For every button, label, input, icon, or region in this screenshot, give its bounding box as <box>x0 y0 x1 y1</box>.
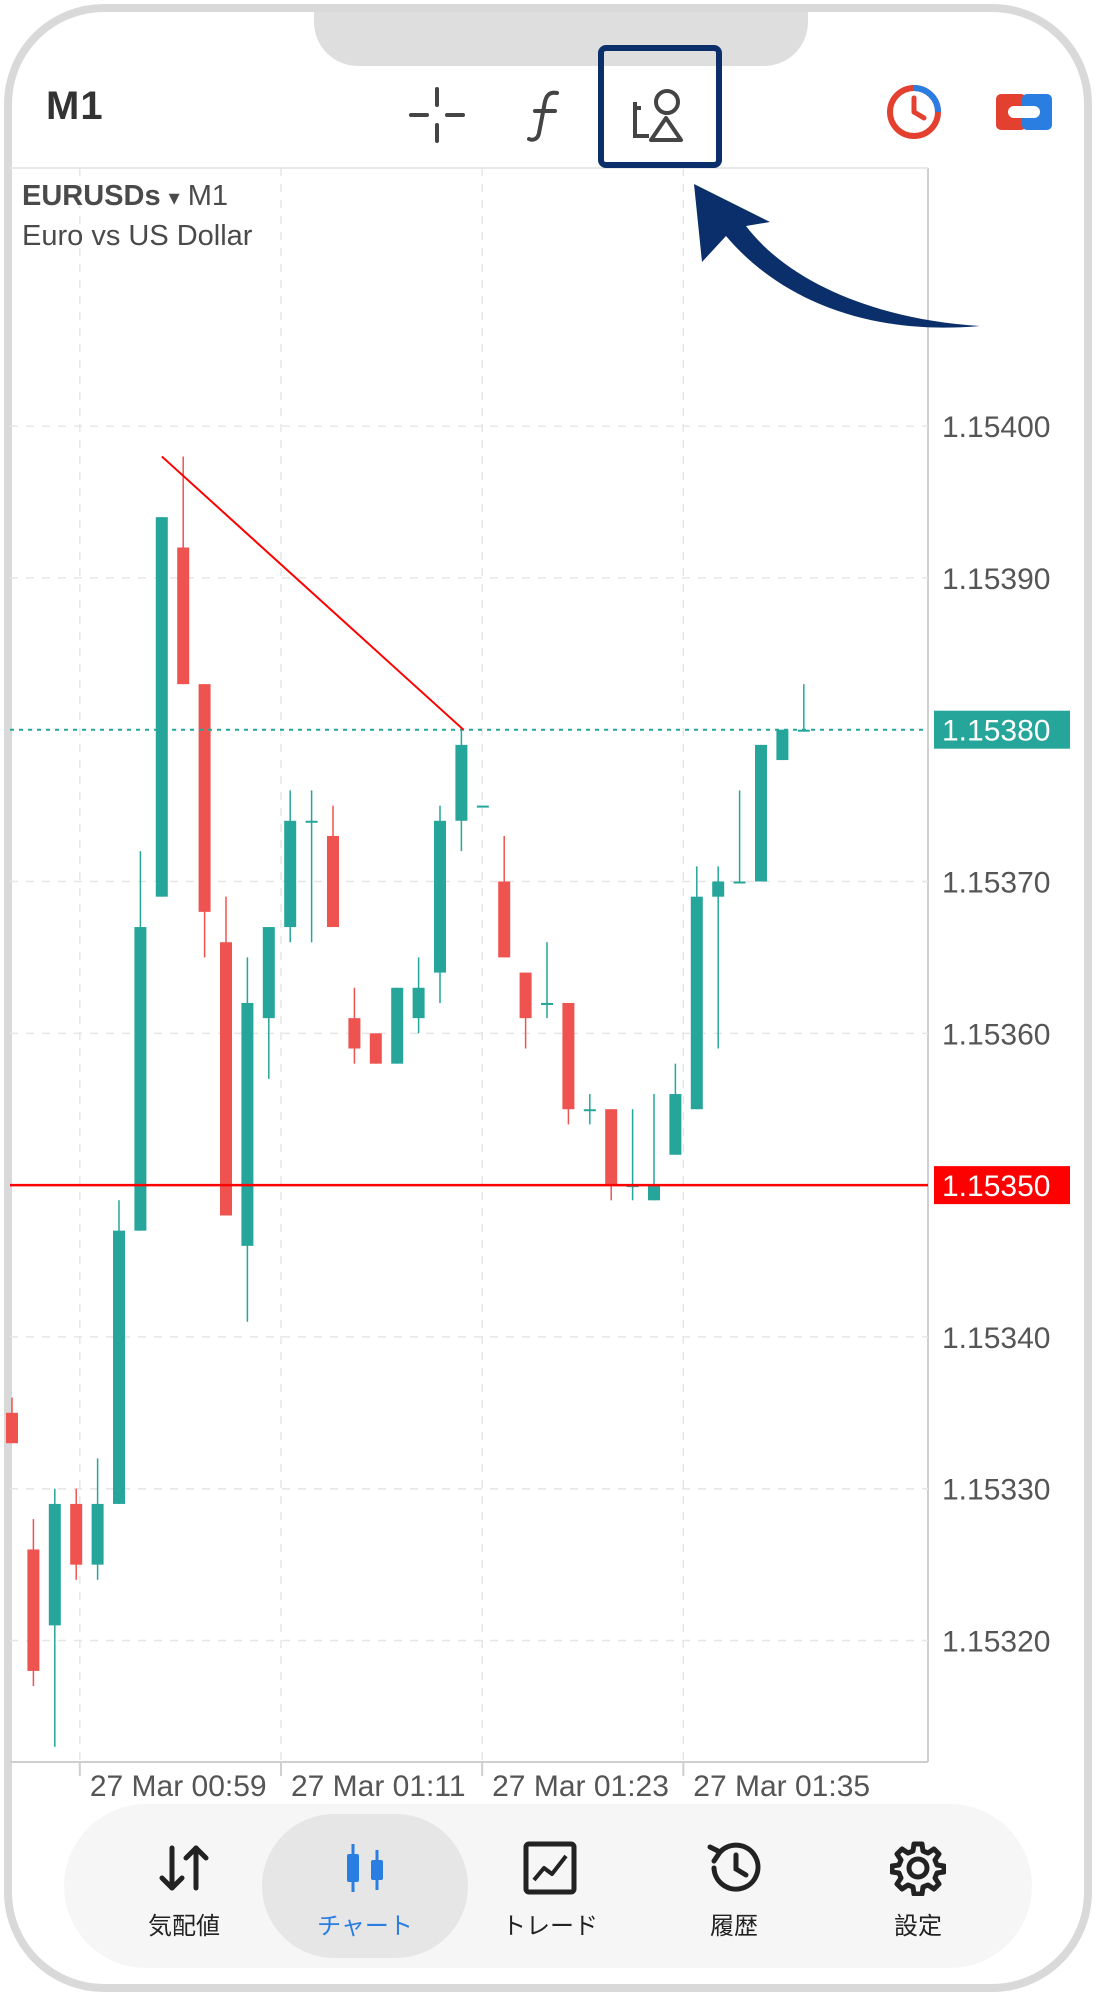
phone-frame <box>4 4 1092 1992</box>
nav-settings[interactable]: 設定 <box>838 1804 998 1968</box>
candle-body <box>91 1503 104 1565</box>
candle-body <box>605 1109 618 1186</box>
nav-settings-label: 設定 <box>894 1912 942 1940</box>
connection-clock-icon <box>887 85 941 139</box>
candle-body <box>70 1503 83 1565</box>
candle-body <box>198 684 211 912</box>
candle-body <box>755 744 767 882</box>
candle-body <box>562 1002 575 1110</box>
price-tick-label: 1.15370 <box>942 867 1050 900</box>
candle-body <box>284 820 297 928</box>
period-separator: ▾ <box>168 185 180 210</box>
candle-body <box>519 972 532 1019</box>
candle-body <box>776 729 789 761</box>
crosshair-button[interactable] <box>402 80 472 150</box>
candle-body <box>177 547 190 685</box>
horizontal-line-label: 1.15350 <box>942 1170 1050 1203</box>
price-tick-label: 1.15360 <box>942 1018 1050 1051</box>
candle-body <box>241 1002 254 1246</box>
time-tick-label: 27 Mar 01:35 <box>693 1770 870 1803</box>
candle-body <box>541 1002 553 1005</box>
candle-body <box>391 987 404 1064</box>
timeframe-label[interactable]: M1 <box>46 84 104 128</box>
symbol-name: EURUSDs <box>22 180 161 212</box>
candle-body <box>305 820 318 823</box>
price-tick-label: 1.15400 <box>942 411 1050 444</box>
price-tick-label: 1.15340 <box>942 1322 1050 1355</box>
nav-history-label: 履歴 <box>710 1912 758 1940</box>
candle-body <box>733 881 746 884</box>
candle-body <box>669 1094 682 1155</box>
indicator-f-icon <box>527 90 559 142</box>
candle-body <box>348 1018 361 1049</box>
horizontal-line-tag <box>934 1166 1070 1205</box>
candle-body <box>369 1033 382 1064</box>
candle-body <box>583 1109 596 1112</box>
history-clock-icon <box>707 1842 761 1892</box>
price-tick-label: 1.15320 <box>942 1626 1050 1659</box>
nav-trade[interactable]: トレード <box>470 1804 630 1968</box>
price-tick-label: 1.15390 <box>942 563 1050 596</box>
objects-shapes-icon <box>633 89 683 142</box>
candle-body <box>155 517 168 897</box>
nav-chart[interactable]: チャート <box>262 1814 468 1958</box>
current-price-label: 1.15380 <box>942 715 1050 748</box>
candlestick-icon <box>347 1844 383 1892</box>
candle-body <box>262 927 275 1019</box>
candle-body <box>476 805 489 808</box>
trade-chart-icon <box>523 1841 577 1895</box>
symbol-description: Euro vs US Dollar <box>22 220 253 252</box>
crosshair-icon <box>409 87 465 143</box>
candle-body <box>27 1549 40 1671</box>
gear-icon <box>890 1841 946 1896</box>
device-notch <box>314 12 808 66</box>
nav-quotes-label: 気配値 <box>148 1912 220 1940</box>
nav-chart-label: チャート <box>317 1912 413 1940</box>
nav-trade-label: トレード <box>502 1912 598 1940</box>
time-tick-label: 27 Mar 00:59 <box>90 1770 267 1803</box>
nav-quotes[interactable]: 気配値 <box>104 1804 264 1968</box>
one-click-trading-icon <box>996 94 1052 130</box>
candle-body <box>712 881 725 897</box>
candle-body <box>6 1412 18 1444</box>
bottom-nav: 気配値 チャート トレード <box>64 1804 1032 1968</box>
symbol-period: M1 <box>187 180 229 212</box>
candle-body <box>113 1230 125 1504</box>
nav-history[interactable]: 履歴 <box>654 1804 814 1968</box>
candle-body <box>434 820 446 973</box>
candle-body <box>455 744 468 821</box>
candle-body <box>48 1503 61 1626</box>
current-price-tag <box>934 710 1070 749</box>
objects-button[interactable] <box>625 80 695 150</box>
candle-body <box>648 1185 660 1201</box>
candle-body <box>690 896 703 1110</box>
candle-body <box>498 881 511 958</box>
candle-body <box>327 835 339 928</box>
objects-button-highlight <box>598 45 722 168</box>
price-tick-label: 1.15330 <box>942 1474 1050 1507</box>
candle-body <box>412 987 425 1019</box>
trendline-object <box>161 455 465 731</box>
candle-body <box>220 942 232 1216</box>
time-tick-label: 27 Mar 01:11 <box>291 1770 466 1803</box>
time-tick-label: 27 Mar 01:23 <box>492 1770 669 1803</box>
quotes-arrows-icon <box>159 1845 209 1891</box>
one-click-trading[interactable] <box>994 82 1054 142</box>
annotation-arrow <box>694 184 980 328</box>
candle-body <box>134 927 147 1231</box>
indicators-button[interactable] <box>512 80 582 150</box>
connection-status[interactable] <box>884 82 944 142</box>
symbol-info[interactable]: EURUSDs ▾ M1 <box>22 180 228 213</box>
